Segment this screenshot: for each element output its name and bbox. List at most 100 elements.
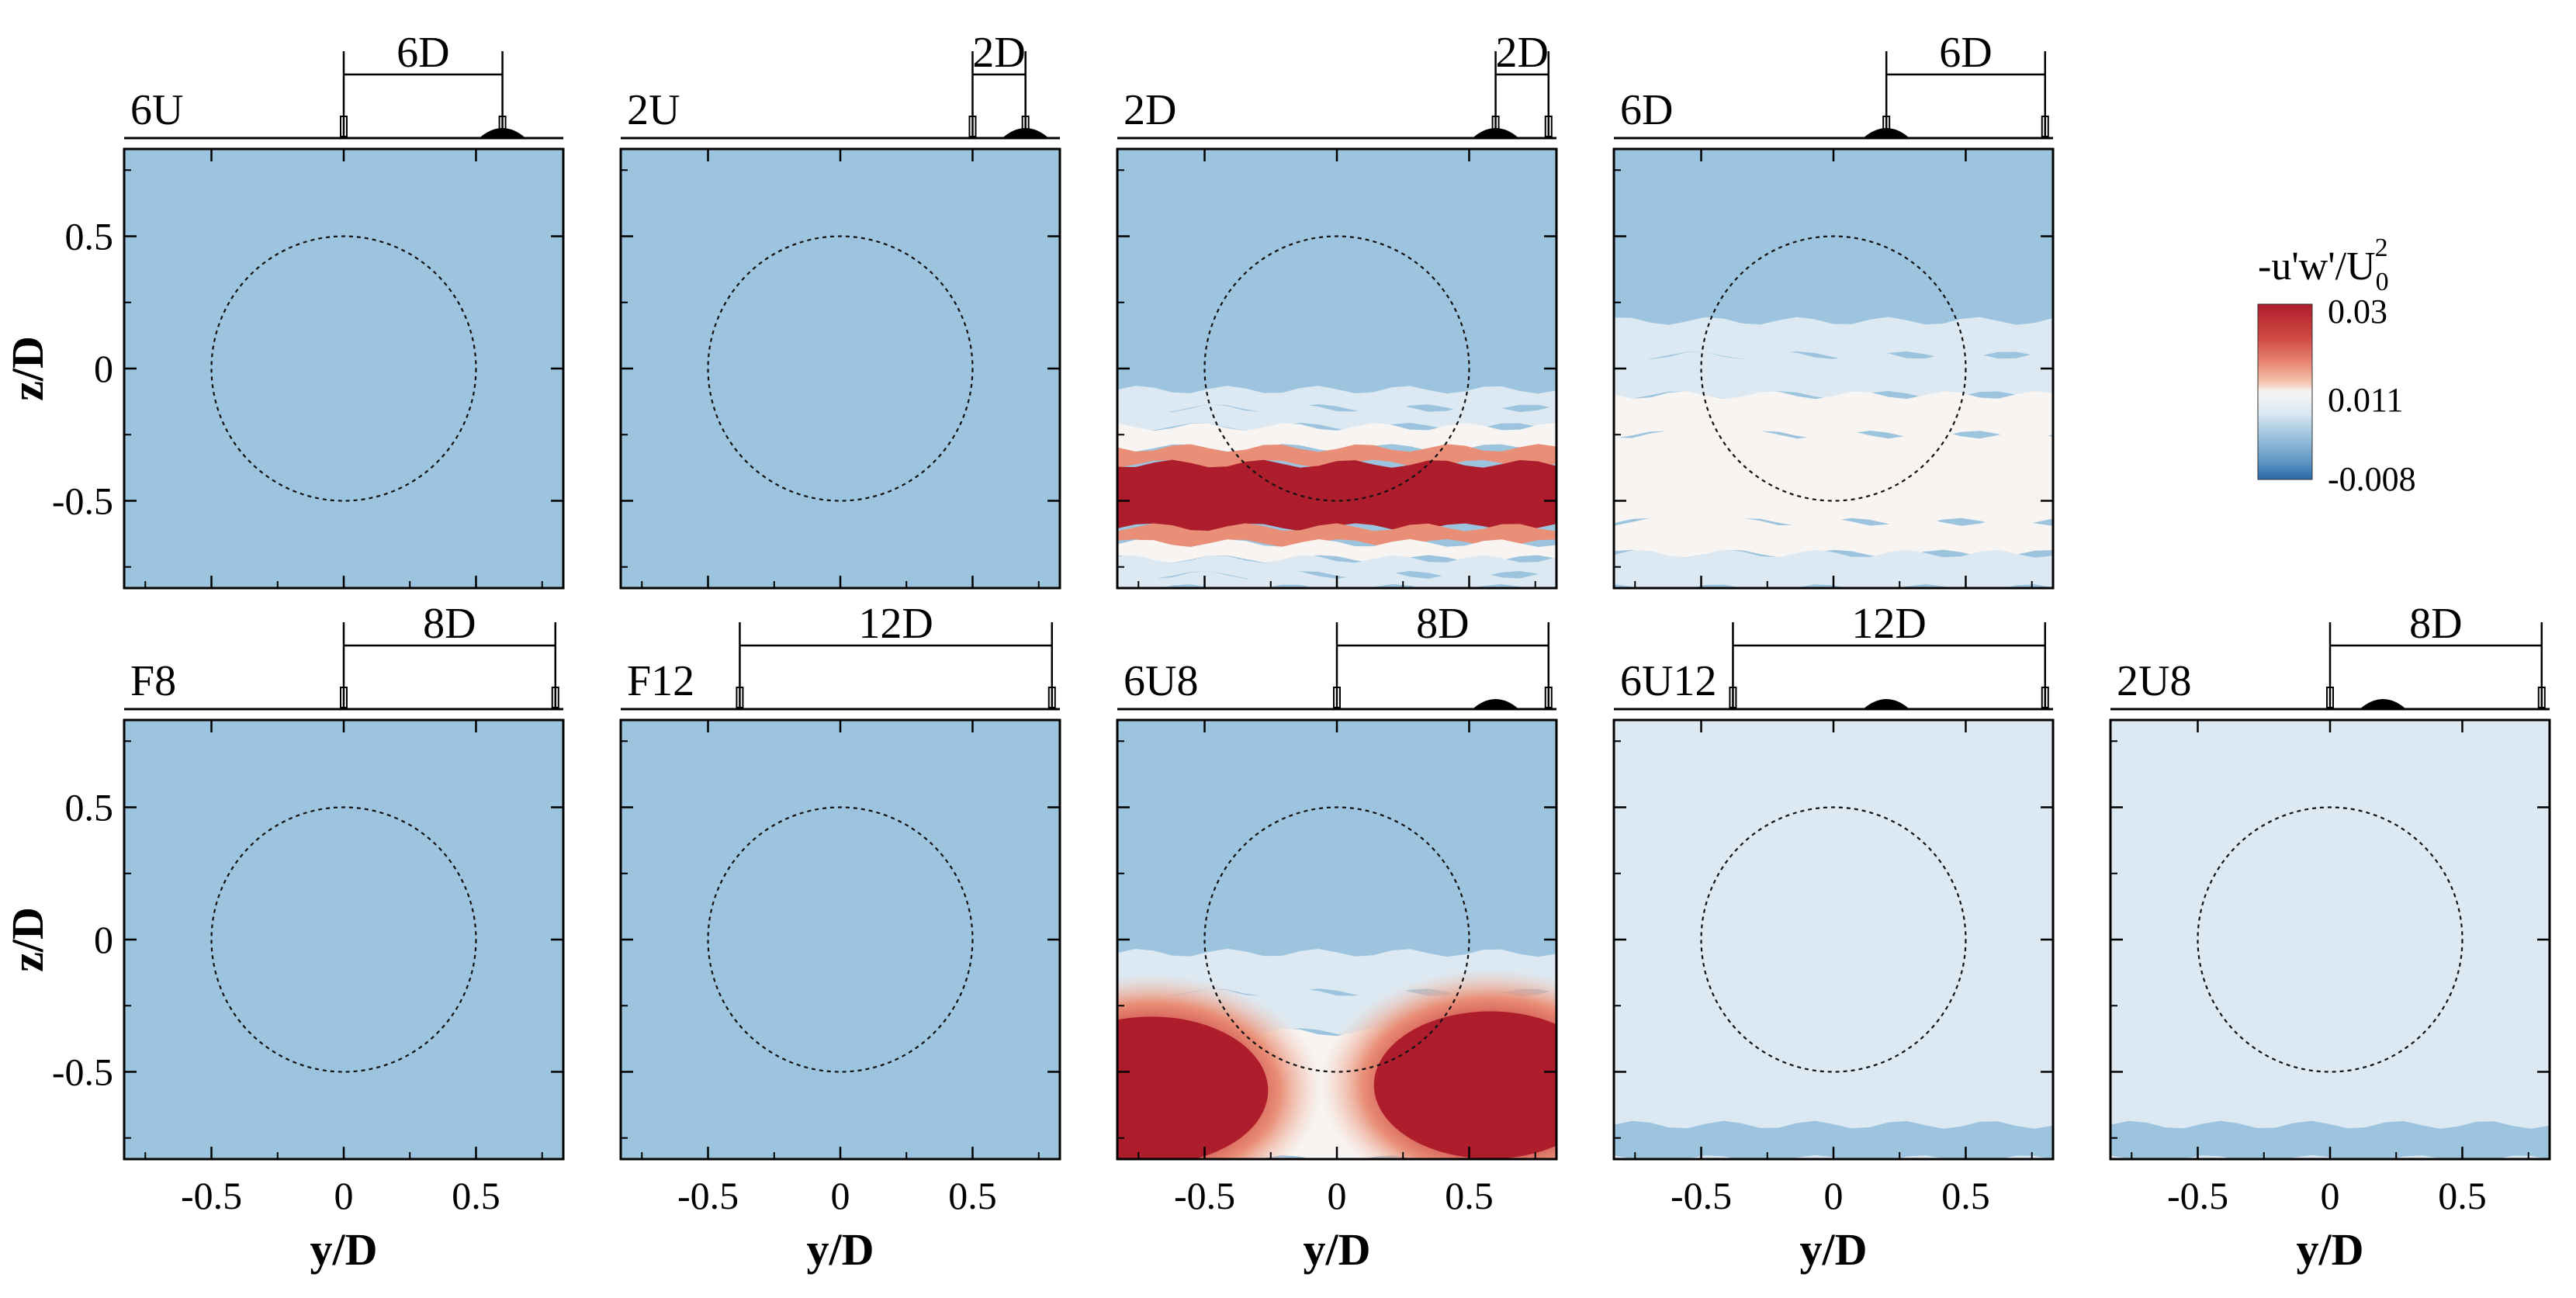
distance-label: 8D bbox=[1416, 600, 1469, 648]
panel-2u8: -0.5 0 0.5 y/D 8D 2U8 bbox=[2109, 600, 2551, 1275]
case-label: F12 bbox=[627, 657, 694, 705]
distance-label: 6D bbox=[1939, 29, 1992, 77]
x-tick-label: 0 bbox=[334, 1174, 354, 1217]
panel-f8: 0.5 0 -0.5 z/D -0.5 0 0.5 y/D 8D F8 bbox=[2, 600, 565, 1275]
contour-band bbox=[1614, 431, 2053, 526]
contour-background bbox=[621, 149, 1060, 588]
case-label: 2U8 bbox=[2117, 657, 2191, 705]
x-tick-label: 0 bbox=[831, 1174, 850, 1217]
turbine-tower bbox=[551, 687, 559, 708]
turbine-tower bbox=[1021, 116, 1030, 137]
x-tick-label: -0.5 bbox=[1174, 1174, 1235, 1217]
contour-band bbox=[1614, 351, 2053, 400]
case-label: 2U bbox=[627, 86, 680, 134]
x-axis-label: y/D bbox=[807, 1224, 874, 1275]
y-axis-label: z/D bbox=[2, 336, 53, 401]
contour-band bbox=[1614, 391, 2053, 439]
turbine-tower bbox=[340, 687, 348, 708]
x-axis-label: y/D bbox=[1800, 1224, 1868, 1275]
rotor-circle bbox=[1203, 806, 1470, 1073]
turbine-tower bbox=[1544, 116, 1553, 137]
colorbar-gradient bbox=[2257, 303, 2313, 480]
y-axis-label: z/D bbox=[2, 907, 53, 972]
contour-band bbox=[1614, 549, 2053, 588]
panel-f12: -0.5 0 0.5 y/D 12D F12 bbox=[619, 600, 1061, 1275]
contour-background bbox=[621, 720, 1060, 1159]
contour-field bbox=[621, 720, 1060, 1159]
colorbar-tick-max: 0.03 bbox=[2328, 292, 2387, 331]
distance-label: 6D bbox=[396, 29, 449, 77]
turbine-tower bbox=[2326, 687, 2334, 708]
x-tick-label: -0.5 bbox=[677, 1174, 739, 1217]
panel-6d: 6D 6D bbox=[1612, 29, 2055, 590]
case-label: 6D bbox=[1620, 86, 1673, 134]
contour-band bbox=[1614, 317, 2053, 360]
contour-band bbox=[1117, 538, 1556, 563]
hill-shape bbox=[1472, 699, 1519, 709]
turbine-tower bbox=[1491, 116, 1500, 137]
turbine-tower bbox=[1333, 687, 1341, 708]
contour-field bbox=[1614, 720, 2053, 1159]
y-tick-label: 0.5 bbox=[65, 215, 114, 258]
rotor-circle bbox=[707, 235, 974, 502]
contour-band bbox=[1117, 459, 1556, 531]
contour-background bbox=[124, 149, 563, 588]
turbine-tower bbox=[2537, 687, 2546, 708]
turbine-tower bbox=[498, 116, 507, 137]
distance-label: 12D bbox=[1851, 600, 1926, 648]
x-tick-label: 0 bbox=[1824, 1174, 1844, 1217]
x-tick-label: -0.5 bbox=[2167, 1174, 2228, 1217]
x-axis-label: y/D bbox=[310, 1224, 378, 1275]
case-label: F8 bbox=[130, 657, 176, 705]
contour-hotspot-core bbox=[1373, 1011, 1556, 1159]
panels-group: 0.5 0 -0.5 z/D 6D 6U 2D 2U 2D 2D 6D 6D 0.5 0 -0.5 z/D -0… bbox=[2, 29, 2551, 1275]
contour-band bbox=[1614, 517, 2053, 558]
contour-field bbox=[1117, 720, 1556, 1159]
x-tick-label: 0.5 bbox=[948, 1174, 997, 1217]
y-tick-label: -0.5 bbox=[52, 479, 113, 522]
panel-2d: 2D 2D bbox=[1116, 29, 1558, 590]
contour-band bbox=[1117, 555, 1556, 580]
distance-label: 8D bbox=[2409, 600, 2462, 648]
distance-label: 8D bbox=[423, 600, 476, 648]
x-tick-label: 0.5 bbox=[1445, 1174, 1494, 1217]
turbine-tower bbox=[1047, 687, 1056, 708]
turbine-tower bbox=[736, 687, 744, 708]
turbine-tower bbox=[968, 116, 977, 137]
hill-shape bbox=[1863, 699, 1910, 709]
rotor-circle bbox=[1700, 806, 1967, 1073]
contour-field bbox=[124, 149, 563, 588]
contour-band bbox=[124, 1015, 563, 1159]
x-tick-label: -0.5 bbox=[1671, 1174, 1732, 1217]
case-label: 6U8 bbox=[1124, 657, 1198, 705]
x-tick-label: 0.5 bbox=[1941, 1174, 1990, 1217]
rotor-circle bbox=[707, 806, 974, 1073]
contour-field bbox=[1117, 149, 1556, 588]
distance-label: 2D bbox=[972, 29, 1025, 77]
colorbar-title: -u'w'/U02 bbox=[2258, 234, 2389, 296]
turbine-tower bbox=[2041, 687, 2049, 708]
contour-field bbox=[621, 149, 1060, 588]
turbine-tower bbox=[1882, 116, 1891, 137]
case-label: 6U bbox=[130, 86, 183, 134]
panel-6u8: -0.5 0 0.5 y/D 8D 6U8 bbox=[1116, 600, 1558, 1275]
x-tick-label: 0.5 bbox=[452, 1174, 500, 1217]
contour-hotspot-core bbox=[1117, 1016, 1269, 1159]
colorbar-tick-mid: 0.011 bbox=[2328, 381, 2403, 419]
x-tick-label: 0.5 bbox=[2438, 1174, 2487, 1217]
x-axis-label: y/D bbox=[1304, 1224, 1371, 1275]
contour-background bbox=[1614, 720, 2053, 1159]
y-tick-label: -0.5 bbox=[52, 1050, 113, 1093]
colorbar-tick-min: -0.008 bbox=[2328, 460, 2416, 498]
turbine-tower bbox=[1544, 687, 1553, 708]
x-tick-label: 0 bbox=[1328, 1174, 1347, 1217]
panel-2u: 2D 2U bbox=[619, 29, 1061, 590]
y-tick-label: 0 bbox=[94, 918, 113, 961]
contour-field bbox=[124, 720, 563, 1159]
x-tick-label: -0.5 bbox=[181, 1174, 242, 1217]
y-tick-label: 0.5 bbox=[65, 786, 114, 829]
contour-band bbox=[621, 536, 1060, 588]
case-label: 2D bbox=[1124, 86, 1176, 134]
distance-label: 12D bbox=[858, 600, 933, 648]
colorbar: -u'w'/U02 0.03 0.011 -0.008 bbox=[2257, 234, 2416, 498]
